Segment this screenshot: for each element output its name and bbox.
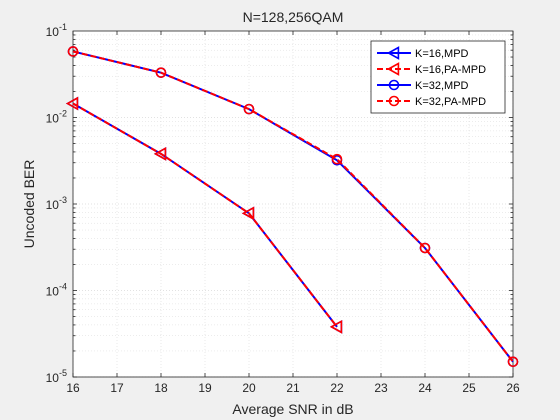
legend-marker [388,79,400,91]
data-point [419,242,431,254]
data-point [331,153,343,165]
legend-marker [388,95,400,107]
legend-marker [386,62,400,76]
x-tick-label: 25 [462,381,476,395]
legend-label: K=16,PA-MPD [415,64,486,76]
y-tick-label: 10-2 [46,109,67,126]
legend-label: K=16,MPD [415,48,469,60]
x-tick-label: 16 [66,381,80,395]
series-layer [65,46,519,368]
series-line [72,102,338,328]
y-tick-label: 10-1 [46,22,67,39]
x-tick-label: 18 [154,381,168,395]
data-point [155,67,167,78]
legend-label: K=32,MPD [415,80,469,92]
legend-marker [386,46,400,60]
data-point [507,356,519,368]
x-tick-label: 20 [242,381,256,395]
grid-layer [72,31,514,378]
y-axis-label: Uncoded BER [21,160,37,249]
x-tick-label: 24 [418,381,432,395]
series-line [72,50,514,363]
data-point [241,206,255,221]
x-tick-label: 17 [110,381,124,395]
y-tick-label: 10-4 [46,282,67,299]
tick-layer: 16 17 18 19 20 21 22 23 24 25 26 10-5 10-4 10-3 10-2 10… [46,22,520,395]
x-tick-label: 22 [330,381,344,395]
x-tick-label: 23 [374,381,388,395]
chart-title: N=128,256QAM [243,9,344,25]
x-tick-label: 26 [506,381,520,395]
x-tick-label: 21 [286,381,300,395]
y-tick-label: 10-5 [46,368,67,385]
data-point [65,96,79,111]
x-tick-label: 19 [198,381,212,395]
legend: K=16,MPD K=16,PA-MPD K=32,MPD K=32,PA-MPD [370,40,506,114]
series-group [67,46,519,368]
data-point [67,46,79,57]
data-point [329,319,343,334]
data-point [243,103,255,115]
data-point [153,146,167,161]
series-group [65,96,343,334]
x-axis-label: Average SNR in dB [232,401,353,417]
legend-label: K=32,PA-MPD [415,96,486,108]
y-tick-label: 10-3 [46,195,67,212]
